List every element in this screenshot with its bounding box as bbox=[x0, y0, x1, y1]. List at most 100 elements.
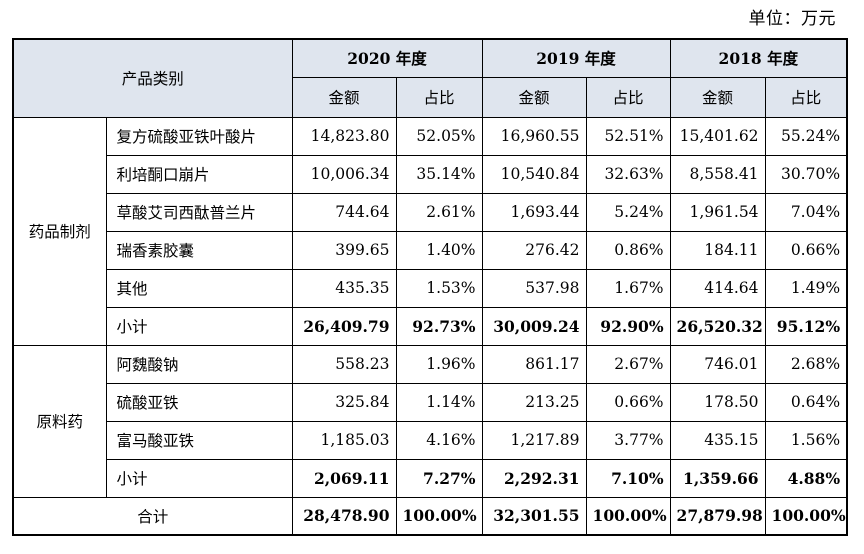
amount-cell: 1,693.44 bbox=[481, 192, 587, 232]
amount-cell: 435.35 bbox=[291, 268, 397, 308]
header-ratio: 占比 bbox=[764, 76, 848, 118]
ratio-cell: 3.77% bbox=[585, 420, 671, 460]
amount-cell: 15,401.62 bbox=[669, 116, 766, 156]
header-amount: 金额 bbox=[291, 76, 397, 118]
amount-cell: 16,960.55 bbox=[481, 116, 587, 156]
table-row: 利培酮口崩片 10,006.34 35.14% 10,540.84 32.63% 8,55… bbox=[13, 154, 848, 194]
ratio-cell: 4.88% bbox=[764, 458, 848, 498]
amount-cell: 26,409.79 bbox=[291, 306, 397, 346]
amount-cell: 861.17 bbox=[481, 344, 587, 384]
ratio-cell: 1.56% bbox=[764, 420, 848, 460]
ratio-cell: 92.90% bbox=[585, 306, 671, 346]
product-name: 利培酮口崩片 bbox=[105, 154, 293, 194]
ratio-cell: 0.64% bbox=[764, 382, 848, 422]
product-name: 富马酸亚铁 bbox=[105, 420, 293, 460]
amount-cell: 184.11 bbox=[669, 230, 766, 270]
ratio-cell: 32.63% bbox=[585, 154, 671, 194]
ratio-cell: 52.05% bbox=[395, 116, 483, 156]
product-name: 小计 bbox=[105, 458, 293, 498]
total-row: 合计 28,478.90 100.00% 32,301.55 100.00% 27,879… bbox=[12, 496, 848, 536]
amount-cell: 178.50 bbox=[669, 382, 766, 422]
amount-cell: 1,359.66 bbox=[669, 458, 766, 498]
amount-cell: 26,520.32 bbox=[669, 306, 766, 346]
ratio-cell: 35.14% bbox=[395, 154, 483, 194]
ratio-cell: 30.70% bbox=[764, 154, 848, 194]
ratio-cell: 1.49% bbox=[764, 268, 848, 308]
amount-cell: 276.42 bbox=[481, 230, 587, 270]
product-name: 硫酸亚铁 bbox=[105, 382, 293, 422]
header-amount: 金额 bbox=[481, 76, 587, 118]
ratio-cell: 92.73% bbox=[395, 306, 483, 346]
header-ratio: 占比 bbox=[585, 76, 671, 118]
ratio-cell: 100.00% bbox=[764, 496, 848, 536]
unit-label: 单位：万元 bbox=[748, 9, 836, 29]
product-name: 其他 bbox=[105, 268, 293, 308]
amount-cell: 537.98 bbox=[481, 268, 587, 308]
amount-cell: 435.15 bbox=[669, 420, 766, 460]
header-ratio: 占比 bbox=[395, 76, 483, 118]
category-cell: 药品制剂 bbox=[12, 116, 107, 346]
table-row: 富马酸亚铁 1,185.03 4.16% 1,217.89 3.77% 435.15 1.5… bbox=[13, 420, 848, 460]
category-cell: 原料药 bbox=[12, 344, 107, 498]
ratio-cell: 100.00% bbox=[585, 496, 671, 536]
ratio-cell: 1.67% bbox=[585, 268, 671, 308]
product-name: 小计 bbox=[105, 306, 293, 346]
product-name: 草酸艾司西酞普兰片 bbox=[105, 192, 293, 232]
amount-cell: 399.65 bbox=[291, 230, 397, 270]
table-row: 瑞香素胶囊 399.65 1.40% 276.42 0.86% 184.11 0.66% bbox=[13, 230, 848, 270]
ratio-cell: 7.04% bbox=[764, 192, 848, 232]
amount-cell: 2,292.31 bbox=[481, 458, 587, 498]
ratio-cell: 1.14% bbox=[395, 382, 483, 422]
amount-cell: 10,540.84 bbox=[481, 154, 587, 194]
amount-cell: 414.64 bbox=[669, 268, 766, 308]
ratio-cell: 2.68% bbox=[764, 344, 848, 384]
ratio-cell: 5.24% bbox=[585, 192, 671, 232]
amount-cell: 14,823.80 bbox=[291, 116, 397, 156]
amount-cell: 746.01 bbox=[669, 344, 766, 384]
table-row: 草酸艾司西酞普兰片 744.64 2.61% 1,693.44 5.24% 1,961.5… bbox=[13, 192, 848, 232]
subtotal-row: 小计 2,069.11 7.27% 2,292.31 7.10% 1,359.66 4.88… bbox=[13, 458, 848, 498]
amount-cell: 8,558.41 bbox=[669, 154, 766, 194]
ratio-cell: 7.27% bbox=[395, 458, 483, 498]
amount-cell: 1,217.89 bbox=[481, 420, 587, 460]
amount-cell: 28,478.90 bbox=[291, 496, 397, 536]
table-row: 硫酸亚铁 325.84 1.14% 213.25 0.66% 178.50 0.64% bbox=[13, 382, 848, 422]
amount-cell: 30,009.24 bbox=[481, 306, 587, 346]
amount-cell: 2,069.11 bbox=[291, 458, 397, 498]
ratio-cell: 2.61% bbox=[395, 192, 483, 232]
amount-cell: 213.25 bbox=[481, 382, 587, 422]
header-amount: 金额 bbox=[669, 76, 766, 118]
header-year-2019: 2019 年度 bbox=[481, 38, 671, 78]
table-row: 原料药 阿魏酸钠 558.23 1.96% 861.17 2.67% 746.01 2.68% bbox=[12, 344, 848, 498]
product-name: 瑞香素胶囊 bbox=[105, 230, 293, 270]
header-category: 产品类别 bbox=[12, 38, 293, 118]
amount-cell: 1,961.54 bbox=[669, 192, 766, 232]
ratio-cell: 1.40% bbox=[395, 230, 483, 270]
amount-cell: 27,879.98 bbox=[669, 496, 766, 536]
amount-cell: 744.64 bbox=[291, 192, 397, 232]
amount-cell: 558.23 bbox=[291, 344, 397, 384]
ratio-cell: 7.10% bbox=[585, 458, 671, 498]
ratio-cell: 4.16% bbox=[395, 420, 483, 460]
ratio-cell: 0.66% bbox=[585, 382, 671, 422]
table-row: 其他 435.35 1.53% 537.98 1.67% 414.64 1.49% bbox=[13, 268, 848, 308]
ratio-cell: 0.66% bbox=[764, 230, 848, 270]
product-name: 复方硫酸亚铁叶酸片 bbox=[105, 116, 293, 156]
ratio-cell: 55.24% bbox=[764, 116, 848, 156]
table-row: 药品制剂 复方硫酸亚铁叶酸片 14,823.80 52.05% 16,960.55 52.… bbox=[12, 116, 848, 346]
amount-cell: 10,006.34 bbox=[291, 154, 397, 194]
total-label: 合计 bbox=[12, 496, 293, 536]
ratio-cell: 1.53% bbox=[395, 268, 483, 308]
amount-cell: 1,185.03 bbox=[291, 420, 397, 460]
revenue-table: 产品类别 2020 年度 2019 年度 2018 年度 金额 占比 金额 占比… bbox=[12, 38, 849, 536]
header-year-2018: 2018 年度 bbox=[669, 38, 848, 78]
product-name: 阿魏酸钠 bbox=[105, 344, 293, 384]
header-year-2020: 2020 年度 bbox=[291, 38, 483, 78]
ratio-cell: 1.96% bbox=[395, 344, 483, 384]
ratio-cell: 52.51% bbox=[585, 116, 671, 156]
amount-cell: 32,301.55 bbox=[481, 496, 587, 536]
ratio-cell: 0.86% bbox=[585, 230, 671, 270]
subtotal-row: 小计 26,409.79 92.73% 30,009.24 92.90% 26,520.3… bbox=[13, 306, 848, 346]
amount-cell: 325.84 bbox=[291, 382, 397, 422]
ratio-cell: 2.67% bbox=[585, 344, 671, 384]
